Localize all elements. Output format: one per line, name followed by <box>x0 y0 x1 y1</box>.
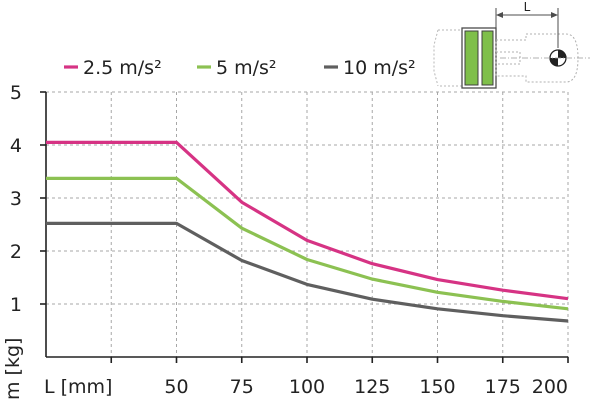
axes: 1 2 3 4 5 50 75 100 125 150 175 200 L [mm] m [kg] <box>2 82 569 400</box>
y-tick-label: 5 <box>10 82 22 104</box>
y-tick-label: 2 <box>10 241 22 263</box>
legend: 2.5 m/s² 5 m/s² 10 m/s² <box>64 57 416 79</box>
mounting-diagram: L <box>433 0 590 89</box>
green-block-left <box>464 30 479 86</box>
x-tick-label: 100 <box>289 376 325 398</box>
x-tick-label: 50 <box>164 376 188 398</box>
x-tick-label: 175 <box>485 376 521 398</box>
diagram-outline <box>433 29 463 87</box>
y-tick-label: 4 <box>10 135 22 157</box>
series <box>46 140 569 323</box>
series-line-1 <box>46 140 569 301</box>
y-tick-label: 1 <box>10 294 22 316</box>
dimension-arrow-right-icon <box>551 12 558 18</box>
legend-label-1: 2.5 m/s² <box>83 57 162 79</box>
x-tick-label: 200 <box>532 376 568 398</box>
dimension-label: L <box>524 0 531 14</box>
series-line-2 <box>46 176 569 311</box>
x-tick-label: 125 <box>354 376 390 398</box>
dimension-arrow-left-icon <box>496 12 503 18</box>
y-tick-label: 3 <box>10 188 22 210</box>
x-tick-label: 150 <box>419 376 455 398</box>
green-block-right <box>481 30 494 86</box>
legend-label-3: 10 m/s² <box>343 57 416 79</box>
x-tick-label: 75 <box>230 376 254 398</box>
legend-label-2: 5 m/s² <box>216 57 277 79</box>
series-line-3 <box>46 221 569 323</box>
y-axis-label: m [kg] <box>2 338 24 400</box>
x-axis-label: L [mm] <box>44 376 112 398</box>
